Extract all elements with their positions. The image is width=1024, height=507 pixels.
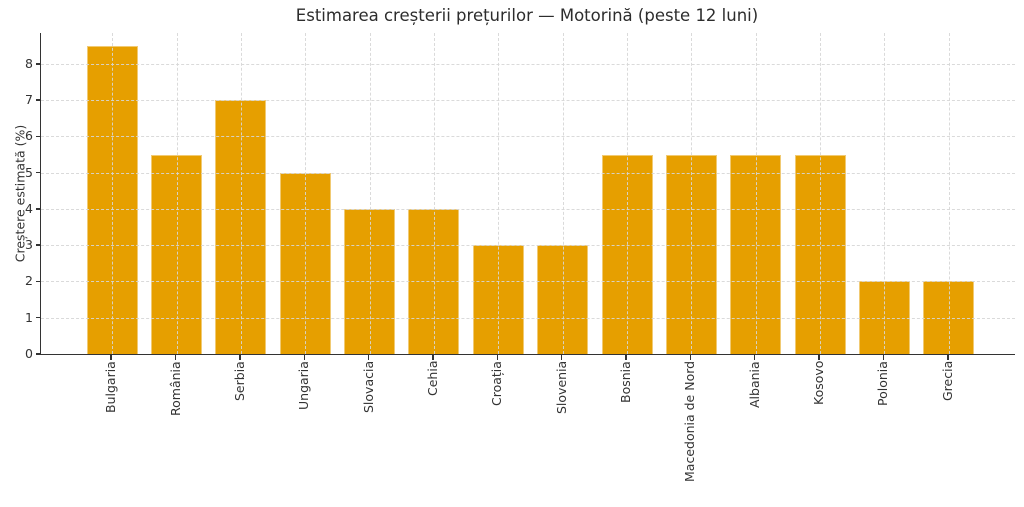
vertical-gridline [112,33,114,354]
vertical-gridline [820,33,822,354]
x-tick-label: Polonia [875,361,891,406]
horizontal-gridline [41,317,1015,319]
y-tick-label: 2 [25,273,33,289]
x-tick-label: Bosnia [618,361,634,403]
vertical-gridline [369,33,371,354]
x-tick-label: Grecia [939,361,955,402]
x-tick-mark [303,355,305,360]
horizontal-gridline [41,136,1015,138]
y-tick-label: 7 [25,92,33,108]
x-tick-label: România [167,361,183,416]
x-tick-mark [432,355,434,360]
x-tick-label: Serbia [231,361,247,401]
y-tick-label: 8 [25,55,33,71]
vertical-gridline [948,33,950,354]
y-tick-mark [36,171,41,174]
vertical-gridline [755,33,757,354]
x-tick-mark [110,355,112,360]
x-tick-mark [367,355,370,360]
x-tick-label: Croația [489,361,505,406]
y-tick-mark [36,135,41,138]
x-tick-mark [625,355,627,360]
x-tick-mark [496,355,498,360]
vertical-gridline [691,33,693,354]
y-tick-mark [36,208,41,210]
y-tick-label: 0 [25,346,33,361]
x-tick-label: Macedonia de Nord [682,361,698,483]
x-tick-mark [560,355,563,360]
vertical-gridline [884,33,886,354]
y-tick-label: 3 [25,237,33,253]
vertical-gridline [498,33,500,354]
y-tick-mark [36,317,41,319]
y-tick-mark [36,99,41,101]
horizontal-gridline [41,63,1015,65]
horizontal-gridline [41,245,1015,247]
y-tick-mark [36,63,41,65]
plot-area [40,33,1015,355]
chart-title: Estimarea creșterii prețurilor — Motorin… [295,6,759,25]
x-tick-mark [239,355,241,360]
x-tick-label: Kosovo [811,361,827,406]
x-tick-mark [947,355,949,360]
x-tick-label: Slovacia [360,361,376,414]
x-tick-label: Ungaria [296,361,312,410]
vertical-gridline [562,33,564,354]
horizontal-gridline [41,100,1015,102]
y-tick-label: 6 [25,128,33,144]
x-tick-mark [818,355,820,360]
y-tick-mark [36,280,41,283]
x-tick-mark [882,355,885,360]
horizontal-gridline [41,172,1015,174]
vertical-gridline [627,33,629,354]
x-tick-label: Cehia [424,361,440,397]
x-tick-label: Albania [746,361,762,408]
x-tick-label: Bulgaria [103,361,119,413]
x-tick-mark [754,355,756,360]
y-tick-label: 1 [25,309,33,325]
vertical-gridline [240,33,242,354]
x-tick-mark [689,355,692,360]
vertical-gridline [433,33,435,354]
y-tick-label: 4 [25,200,33,216]
horizontal-gridline [41,281,1015,283]
y-tick-mark [36,353,41,355]
vertical-gridline [305,33,307,354]
y-tick-mark [36,244,41,246]
horizontal-gridline [41,208,1015,210]
vertical-gridline [176,33,178,354]
x-tick-label: Slovenia [553,361,569,415]
x-tick-mark [174,355,177,360]
y-tick-label: 5 [25,164,33,180]
